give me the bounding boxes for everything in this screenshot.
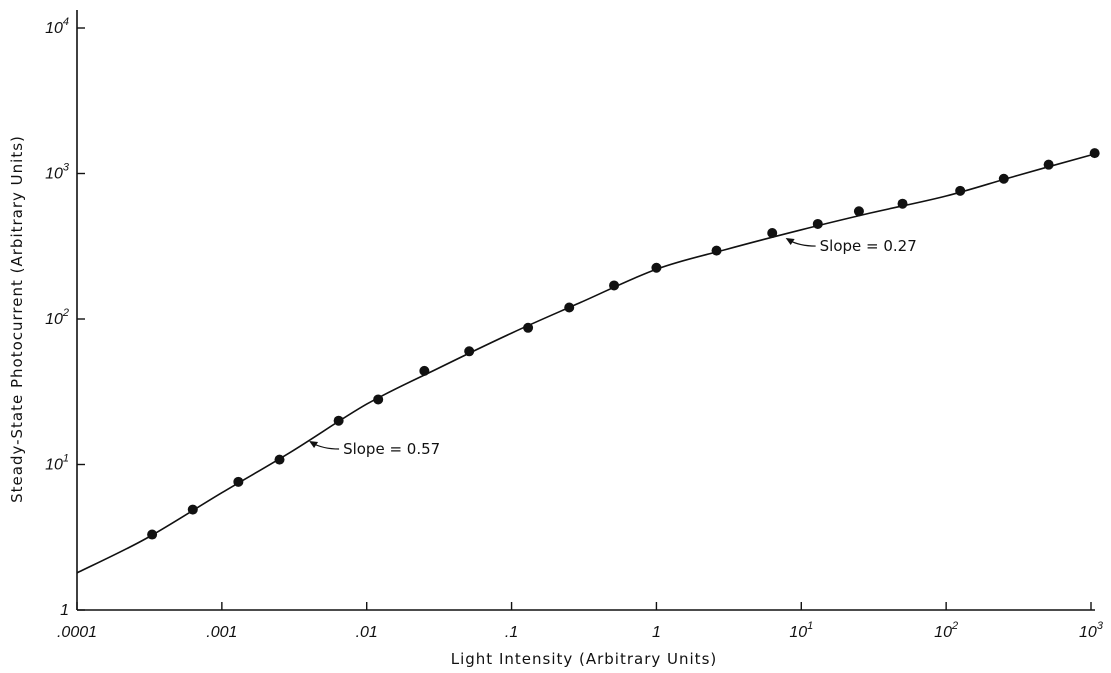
y-axis-label: Steady-State Photocurrent (Arbitrary Uni… [8,135,26,503]
x-ticks: .0001.001.01.1 1 101 102 103 [57,602,1104,641]
x-tick-label: .0001 [57,624,97,641]
data-point [998,173,1009,184]
annotation-arrow-head [785,238,795,246]
y-tick-exponent: 1 [63,453,69,465]
annotations: Slope = 0.57 Slope = 0.27 [309,237,917,458]
x-tick-base: .001 [206,624,237,641]
y-tick-exponent: 2 [62,307,69,319]
x-tick-base: 10 [789,624,807,641]
y-tick-exponent: 4 [63,16,69,28]
x-tick-base: .1 [505,624,518,641]
data-point [233,476,244,487]
y-tick-exponent: 3 [63,162,70,174]
y-tick-base: 1 [60,602,69,619]
x-tick-label: .01 [356,624,378,641]
data-point [897,198,908,209]
y-tick-label: 103 [45,162,70,183]
x-tick-exponent: 3 [1097,620,1104,632]
y-tick-base: 10 [45,20,63,37]
x-tick-base: .0001 [57,624,97,641]
x-tick-exponent: 1 [807,620,813,632]
x-tick-label: 1 [652,624,661,641]
y-tick-label: 1 [60,602,69,619]
x-tick-base: 10 [934,624,952,641]
y-tick-base: 10 [45,457,63,474]
x-tick-label: 103 [1079,620,1104,641]
x-tick-base: 1 [652,624,661,641]
data-point [711,245,722,256]
y-tick-label: 104 [45,16,69,37]
data-point [373,394,384,405]
data-point [564,302,575,313]
data-point [147,529,158,540]
data-point [1043,159,1054,170]
fit-curve [76,154,1092,574]
annotation-text: Slope = 0.57 [343,440,440,458]
data-point [767,228,778,239]
x-tick-base: 10 [1079,624,1097,641]
data-point [464,346,475,357]
slope-annotation: Slope = 0.57 [309,440,440,458]
x-tick-label: 101 [789,620,813,641]
y-tick-base: 10 [45,311,63,328]
x-tick-exponent: 2 [951,620,958,632]
annotation-text: Slope = 0.27 [820,237,917,255]
data-point [274,454,285,465]
annotation-arrow-head [309,441,319,449]
data-point [419,365,430,376]
slope-annotation: Slope = 0.27 [785,237,917,255]
data-point [523,322,534,333]
data-point [1089,148,1100,159]
x-tick-label: .001 [206,624,237,641]
x-axis-label: Light Intensity (Arbitrary Units) [451,650,717,668]
y-tick-label: 102 [45,307,69,328]
x-tick-label: .1 [505,624,518,641]
data-point [955,185,966,196]
data-point [609,280,620,291]
y-tick-label: 101 [45,453,69,474]
data-point [333,415,344,426]
data-points [147,148,1100,540]
axes [76,10,1095,611]
data-point [812,218,823,229]
y-tick-base: 10 [45,166,63,183]
data-point [651,262,662,273]
x-tick-label: 102 [934,620,958,641]
data-point [187,504,198,515]
x-tick-base: .01 [356,624,378,641]
data-point [853,206,864,217]
